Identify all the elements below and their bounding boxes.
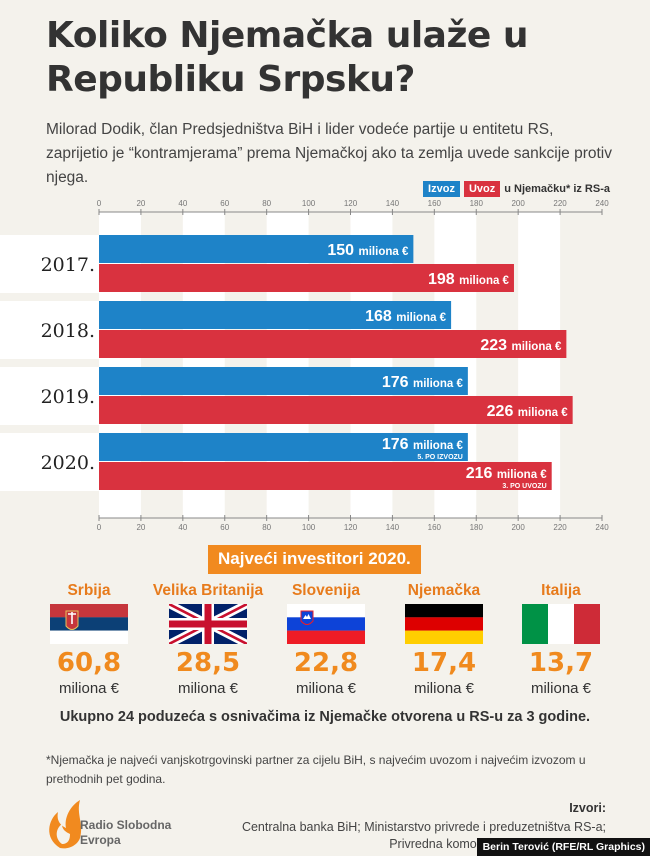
- germany-flag-icon: [405, 604, 483, 644]
- tick-label-top: 160: [428, 200, 442, 208]
- investor-name: Njemačka: [407, 582, 481, 599]
- investor-name: Slovenija: [291, 582, 361, 599]
- tick-label-top: 140: [386, 200, 400, 208]
- tick-label-top: 60: [220, 200, 229, 208]
- investor-serbia: Srbija 60,8 miliona €: [29, 582, 149, 697]
- bar-annotation: 3. PO UVOZU: [502, 483, 546, 490]
- bar-export: [99, 433, 468, 461]
- investor-name: Velika Britanija: [152, 582, 264, 599]
- bar-value-label: 226 miliona €: [487, 403, 569, 420]
- bar-value-label: 150 miliona €: [327, 242, 409, 259]
- bar-value-label: 223 miliona €: [480, 337, 562, 354]
- bar-value-label: 198 miliona €: [428, 271, 510, 288]
- bar-export: [99, 367, 468, 395]
- investor-uk: Velika Britanija 28,5 miliona €: [148, 582, 268, 697]
- investor-unit: miliona €: [413, 680, 475, 697]
- tick-label-top: 180: [470, 200, 484, 208]
- page-title: Koliko Njemačka ulaže u Republiku Srpsku…: [46, 15, 529, 100]
- legend-export: Izvoz: [423, 181, 460, 197]
- legend-import: Uvoz: [463, 181, 501, 197]
- tick-label-top: 100: [302, 200, 316, 208]
- tick-label-top: 20: [136, 200, 145, 208]
- logo-line-1: Radio Slobodna: [80, 818, 172, 832]
- tick-label-top: 0: [97, 200, 102, 208]
- row-band: [0, 367, 99, 425]
- bar-export: [99, 235, 414, 263]
- investor-value: 17,4: [411, 648, 477, 678]
- investor-value: 28,5: [175, 648, 241, 678]
- tick-label-bottom: 60: [220, 523, 229, 530]
- category-label: 2018.: [41, 320, 95, 342]
- tick-label-top: 80: [262, 200, 271, 208]
- logo-line-2: Evropa: [80, 833, 121, 847]
- investor-germany: Njemačka 17,4 miliona €: [384, 582, 504, 697]
- rfe-flame-logo-icon: [49, 800, 82, 849]
- tick-label-bottom: 20: [136, 523, 145, 530]
- bar-import: [99, 330, 567, 358]
- tick-label-bottom: 220: [553, 523, 567, 530]
- bar-chart: 0 0 20 20 40 40 60 60 80 80 100 100 120 120 140 140 160 1…: [0, 200, 609, 530]
- investor-unit: miliona €: [58, 680, 120, 697]
- tick-label-top: 240: [595, 200, 609, 208]
- investors-title: Najveći investitori 2020.: [208, 545, 421, 574]
- total-companies-note: Ukupno 24 poduzeća s osnivačima iz Njema…: [59, 709, 591, 725]
- credit: Berin Terović (RFE/RL Graphics): [476, 838, 650, 856]
- investor-slovenia: Slovenija 22,8 miliona €: [266, 582, 386, 697]
- italy-flag-icon: [522, 604, 600, 644]
- bar-annotation: 5. PO IZVOZU: [417, 454, 463, 461]
- investor-unit: miliona €: [177, 680, 239, 697]
- tick-label-bottom: 120: [344, 523, 358, 530]
- subtitle: Milorad Dodik, član Predsjedništva BiH i…: [46, 121, 612, 186]
- bar-import: [99, 264, 514, 292]
- row-band: [0, 235, 99, 293]
- uk-flag-icon: [169, 604, 247, 644]
- tick-label-bottom: 0: [97, 523, 102, 530]
- tick-label-bottom: 140: [386, 523, 400, 530]
- investor-name: Srbija: [67, 582, 111, 599]
- source-line-1: Centralna banka BiH; Ministarstvo privre…: [241, 820, 606, 834]
- tick-label-bottom: 100: [302, 523, 316, 530]
- tick-label-bottom: 80: [262, 523, 271, 530]
- category-label: 2017.: [41, 254, 95, 276]
- sources-title: Izvori:: [569, 801, 606, 815]
- slovenia-flag-icon: [287, 604, 365, 644]
- investor-italy: Italija 13,7 miliona €: [501, 582, 621, 697]
- tick-label-top: 200: [511, 200, 525, 208]
- row-band: [0, 433, 99, 491]
- bar-value-label: 168 miliona €: [365, 308, 447, 325]
- legend-suffix: u Njemačku* iz RS-a: [504, 183, 610, 195]
- tick-label-top: 220: [553, 200, 567, 208]
- investor-unit: miliona €: [295, 680, 357, 697]
- investor-value: 13,7: [528, 648, 594, 678]
- tick-label-bottom: 200: [511, 523, 525, 530]
- serbia-flag-icon: [50, 604, 128, 644]
- tick-label-top: 120: [344, 200, 358, 208]
- category-label: 2020.: [41, 452, 95, 474]
- investor-value: 22,8: [293, 648, 359, 678]
- footnote: *Njemačka je najveći vanjskotrgovinski p…: [46, 753, 586, 786]
- tick-label-bottom: 240: [595, 523, 609, 530]
- logo-text: Radio Slobodna Evropa: [80, 818, 171, 848]
- bar-value-label: 216 miliona €: [466, 465, 548, 482]
- row-band: [0, 301, 99, 359]
- tick-label-bottom: 40: [178, 523, 187, 530]
- bar-import: [99, 396, 573, 424]
- bar-value-label: 176 miliona €: [382, 436, 464, 453]
- bar-export: [99, 301, 452, 329]
- investor-name: Italija: [541, 582, 581, 599]
- tick-label-bottom: 180: [470, 523, 484, 530]
- bar-value-label: 176 miliona €: [382, 374, 464, 391]
- investor-unit: miliona €: [530, 680, 592, 697]
- category-label: 2019.: [41, 386, 95, 408]
- chart-legend: Izvoz Uvoz u Njemačku* iz RS-a: [423, 181, 610, 197]
- tick-label-top: 40: [178, 200, 187, 208]
- bar-import: [99, 462, 552, 490]
- investor-value: 60,8: [56, 648, 122, 678]
- tick-label-bottom: 160: [428, 523, 442, 530]
